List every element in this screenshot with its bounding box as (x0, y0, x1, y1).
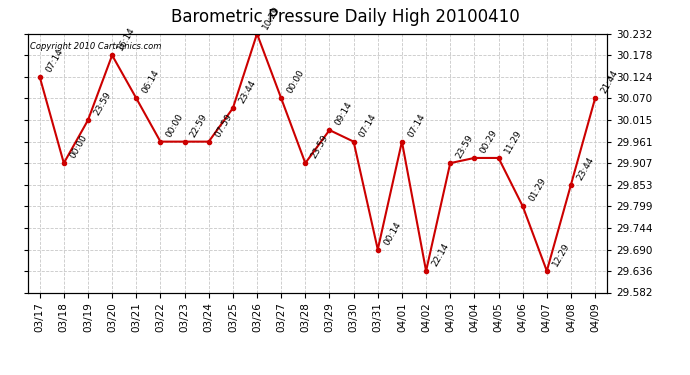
Text: Copyright 2010 Cartronics.com: Copyright 2010 Cartronics.com (30, 42, 162, 51)
Text: 07:14: 07:14 (358, 112, 378, 139)
Text: Barometric Pressure Daily High 20100410: Barometric Pressure Daily High 20100410 (170, 8, 520, 26)
Text: 06:14: 06:14 (141, 69, 161, 96)
Text: 07:14: 07:14 (406, 112, 426, 139)
Text: 00:00: 00:00 (68, 134, 89, 160)
Text: 11:29: 11:29 (503, 128, 523, 155)
Text: 12:29: 12:29 (551, 242, 571, 268)
Text: 22:59: 22:59 (189, 112, 209, 139)
Text: 23:44: 23:44 (575, 155, 595, 182)
Text: 09:14: 09:14 (334, 100, 354, 127)
Text: 01:29: 01:29 (527, 177, 547, 203)
Text: 10:29: 10:29 (262, 4, 282, 31)
Text: 23:59: 23:59 (455, 134, 475, 160)
Text: 23:59: 23:59 (92, 90, 112, 117)
Text: 23:44: 23:44 (237, 79, 257, 105)
Text: 00:00: 00:00 (165, 112, 186, 139)
Text: 00:14: 00:14 (382, 220, 402, 247)
Text: 16:14: 16:14 (117, 26, 137, 53)
Text: 07:14: 07:14 (44, 47, 64, 74)
Text: 22:14: 22:14 (431, 242, 451, 268)
Text: 21:44: 21:44 (600, 69, 620, 96)
Text: 07:59: 07:59 (213, 112, 234, 139)
Text: 23:59: 23:59 (310, 134, 330, 160)
Text: 00:29: 00:29 (479, 128, 499, 155)
Text: 00:00: 00:00 (286, 69, 306, 96)
